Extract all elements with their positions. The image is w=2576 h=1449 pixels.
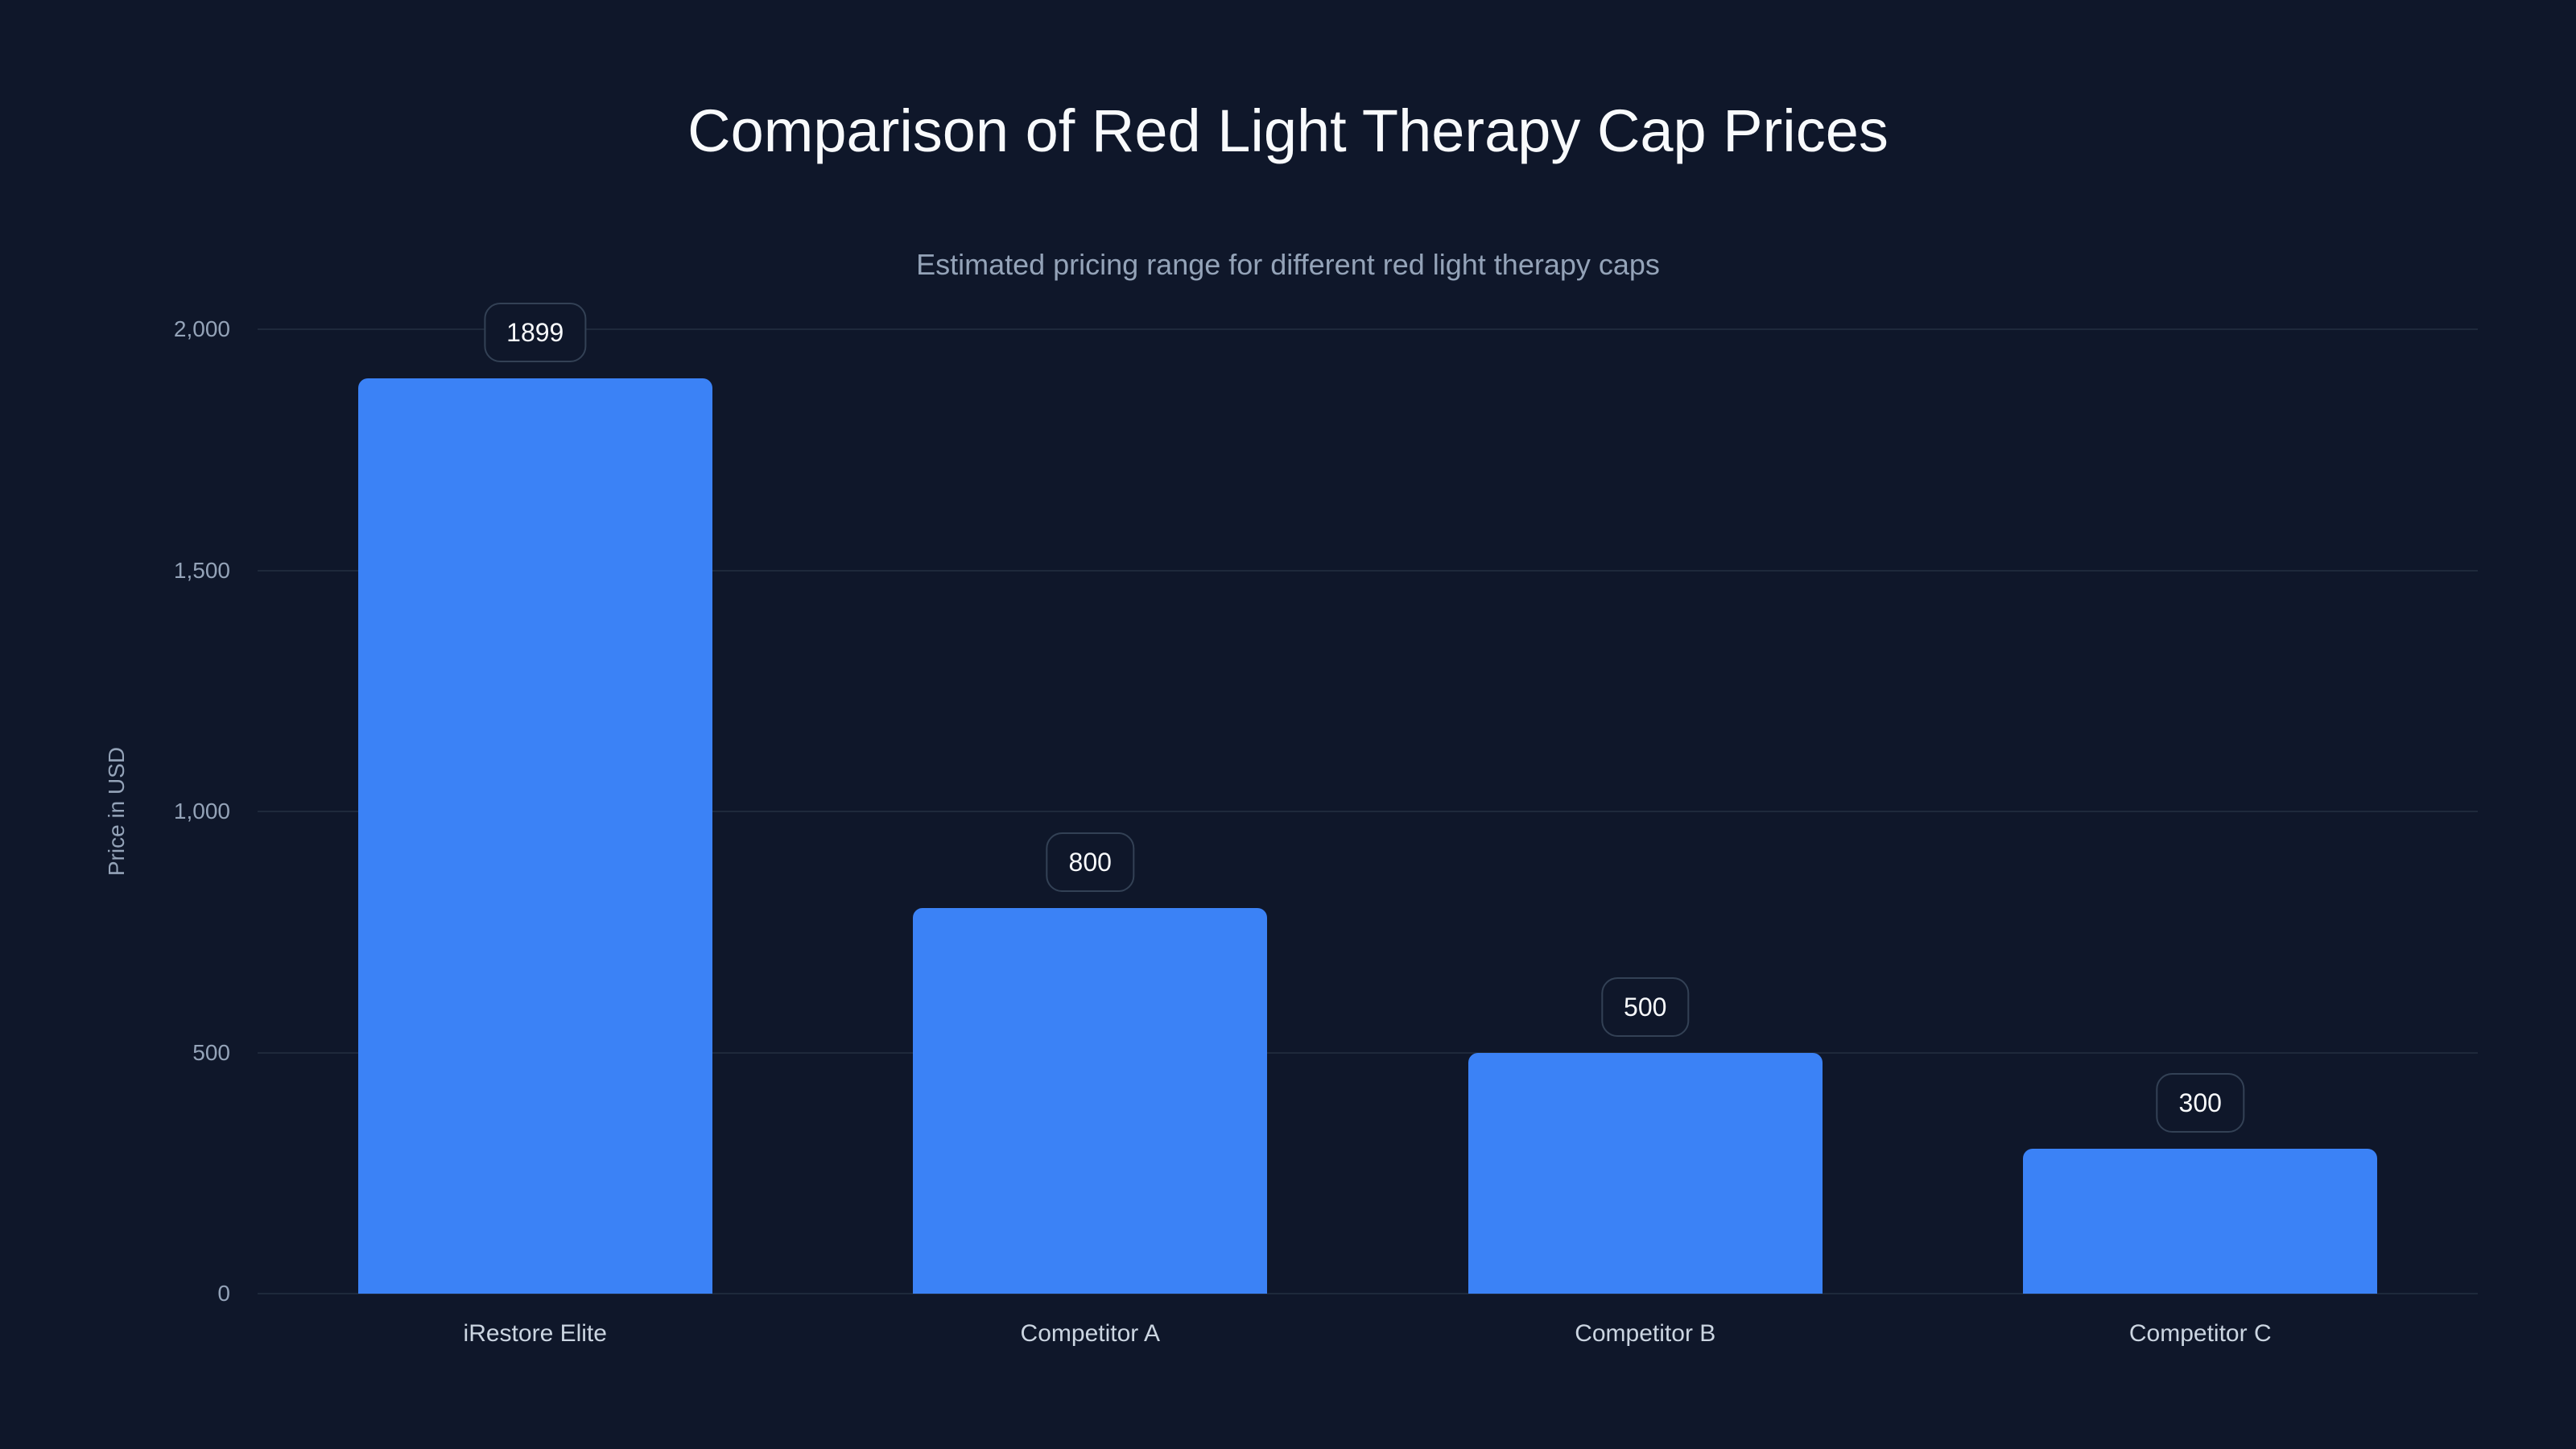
x-tick-label: iRestore Elite xyxy=(463,1320,607,1347)
bar[interactable] xyxy=(357,378,712,1294)
chart-title: Comparison of Red Light Therapy Cap Pric… xyxy=(687,97,1889,164)
bar[interactable] xyxy=(1468,1052,1823,1294)
data-label: 800 xyxy=(1046,832,1134,892)
gridline xyxy=(258,328,2478,330)
chart-subtitle: Estimated pricing range for different re… xyxy=(916,248,1660,281)
gridline xyxy=(258,1051,2478,1054)
x-tick-label: Competitor C xyxy=(2128,1320,2272,1347)
data-label: 500 xyxy=(1601,976,1690,1037)
x-tick-label: Competitor B xyxy=(1575,1320,1716,1347)
bar[interactable] xyxy=(913,907,1268,1294)
gridline xyxy=(258,569,2478,572)
x-tick-label: Competitor A xyxy=(1020,1320,1160,1347)
bar[interactable] xyxy=(2023,1149,2378,1294)
y-tick: 0 xyxy=(217,1281,230,1306)
plot-area: 1899 800 500 300 xyxy=(258,302,2478,1294)
y-tick: 1,500 xyxy=(173,557,230,583)
data-label: 300 xyxy=(2156,1073,2244,1133)
y-tick: 500 xyxy=(192,1039,230,1065)
y-tick: 1,000 xyxy=(173,799,230,824)
gridline xyxy=(258,1293,2478,1294)
y-tick: 2,000 xyxy=(173,316,230,341)
y-axis-label: Price in USD xyxy=(104,746,129,877)
data-label: 1899 xyxy=(484,302,587,362)
gridline xyxy=(258,811,2478,812)
